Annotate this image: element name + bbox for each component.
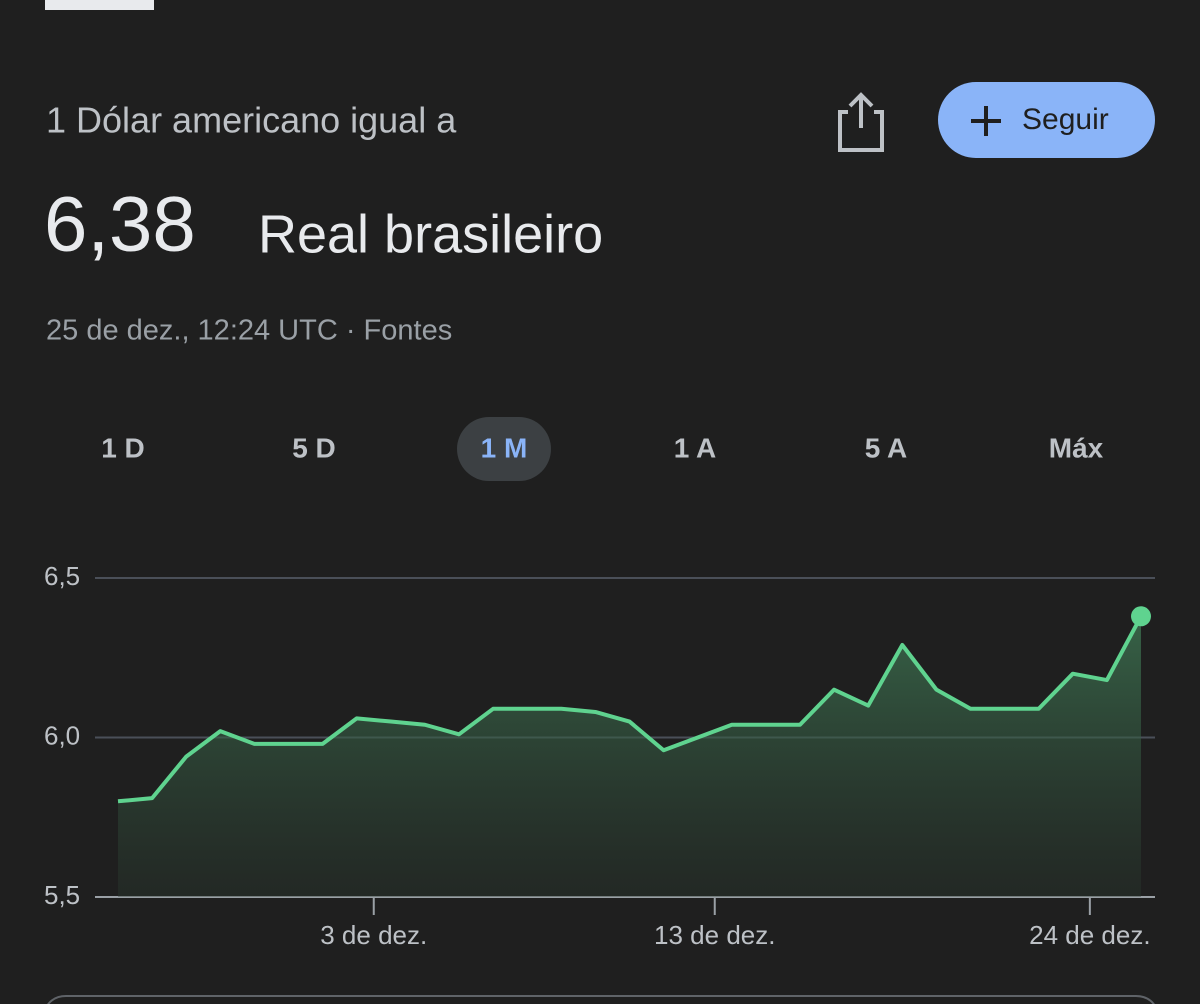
share-button[interactable] bbox=[838, 92, 884, 152]
y-tick-label: 6,0 bbox=[44, 720, 80, 750]
range-selected-bg bbox=[457, 417, 551, 481]
line bbox=[117, 615, 1143, 804]
y-tick-label: 5,5 bbox=[44, 880, 80, 910]
rate: 6,38 bbox=[44, 180, 196, 268]
range-label: 5 D bbox=[292, 432, 336, 463]
follow-label: Seguir bbox=[1022, 103, 1109, 136]
bottom-card bbox=[47, 995, 1155, 1004]
chart: 5,5 6,0 6,5 3 de dez. 13 de dez. 24 de dez. bbox=[44, 561, 1155, 950]
range-button[interactable]: 1 A bbox=[674, 432, 717, 463]
tab-indicator bbox=[45, 0, 154, 10]
range-button[interactable]: 1 M bbox=[457, 417, 551, 481]
range-button[interactable]: Máx bbox=[1049, 432, 1104, 463]
range-button[interactable]: 1 D bbox=[101, 432, 145, 463]
range-button[interactable]: 5 A bbox=[865, 432, 908, 463]
follow-button[interactable]: Seguir bbox=[938, 82, 1155, 158]
timestamp: 25 de dez., 12:24 UTC · Fontes bbox=[46, 315, 452, 347]
range-selector: 1 D 5 D 1 M 1 A 5 A Máx bbox=[101, 417, 1104, 481]
range-label: 5 A bbox=[865, 432, 908, 463]
x-tick-label: 13 de dez. bbox=[654, 920, 775, 950]
range-button[interactable]: 5 D bbox=[292, 432, 336, 463]
share-arrow bbox=[848, 92, 874, 128]
plus-icon bbox=[971, 106, 1001, 136]
area bbox=[118, 616, 1141, 897]
y-tick-label: 6,5 bbox=[44, 561, 80, 591]
subtitle: 1 Dólar americano igual a bbox=[46, 100, 457, 141]
range-label: Máx bbox=[1049, 432, 1104, 463]
x-tick-label: 24 de dez. bbox=[1029, 920, 1150, 950]
share-icon bbox=[838, 110, 884, 152]
x-tick-label: 3 de dez. bbox=[320, 920, 427, 950]
currency: Real brasileiro bbox=[258, 204, 603, 264]
range-label: 1 D bbox=[101, 432, 145, 463]
end-dot bbox=[1131, 606, 1151, 627]
range-label: 1 M bbox=[481, 432, 528, 463]
range-label: 1 A bbox=[674, 432, 717, 463]
follow-bg bbox=[938, 82, 1155, 158]
